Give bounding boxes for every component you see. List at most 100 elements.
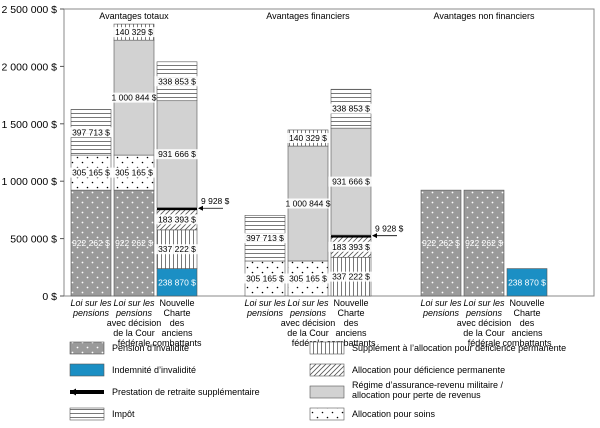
category-label: anciens xyxy=(335,328,367,338)
legend-swatch-retraite xyxy=(70,390,104,394)
category-label: combattants xyxy=(326,338,376,348)
legend-swatch-pension xyxy=(69,341,105,355)
category-label: Nouvelle xyxy=(159,298,194,308)
category-label: pensions xyxy=(246,308,284,318)
category-label: Charte xyxy=(163,308,190,318)
category-label: Loi sur les xyxy=(244,298,286,308)
legend-swatch-rarm xyxy=(309,385,345,399)
data-label-bg xyxy=(111,27,157,38)
legend-swatch-supplement xyxy=(309,341,345,355)
category-label: fédérale xyxy=(292,338,325,348)
y-tick-label: 1 500 000 $ xyxy=(2,119,58,131)
category-label: anciens xyxy=(161,328,193,338)
category-label: pensions xyxy=(72,308,110,318)
category-label: Charte xyxy=(337,308,364,318)
segment-pension xyxy=(420,189,462,297)
data-label: 238 870 $ xyxy=(508,277,546,287)
category-label: Loi sur les xyxy=(420,298,462,308)
data-label: 1 000 844 $ xyxy=(112,93,157,103)
legend-swatch-indemnite xyxy=(69,363,105,377)
data-label: 397 713 $ xyxy=(246,233,284,243)
category-label: de la Cour xyxy=(113,328,155,338)
data-label: 338 853 $ xyxy=(332,104,370,114)
callout-arrow xyxy=(372,233,377,239)
legend-label: Pension d’invalidité xyxy=(112,343,189,353)
segment-pension xyxy=(463,189,505,297)
legend-swatch-soins xyxy=(309,407,345,421)
data-label-bg xyxy=(328,103,374,114)
y-tick-label: 1 000 000 $ xyxy=(2,176,58,188)
legend-label: allocation pour perte de revenus xyxy=(352,390,481,400)
segment-indemnite xyxy=(506,268,548,297)
category-label: avec décision xyxy=(107,318,162,328)
data-label: 305 165 $ xyxy=(246,273,284,283)
data-label: 922 262 $ xyxy=(465,238,503,248)
category-label: avec décision xyxy=(457,318,512,328)
data-label-bg xyxy=(285,273,331,284)
data-label-bg xyxy=(111,167,157,178)
y-tick-label: 0 $ xyxy=(42,291,57,303)
legend-swatch-allocation xyxy=(309,363,345,377)
data-label: 305 165 $ xyxy=(72,168,110,178)
category-label: des xyxy=(520,318,535,328)
y-tick-label: 500 000 $ xyxy=(10,234,57,246)
legend-label: Allocation pour déficience permanente xyxy=(352,365,505,375)
data-label: 338 853 $ xyxy=(158,76,196,86)
category-label: fédérale xyxy=(468,338,501,348)
data-label: 922 262 $ xyxy=(422,238,460,248)
legend-label: Indemnité d’invalidité xyxy=(112,365,196,375)
category-label: pensions xyxy=(115,308,153,318)
data-label-bg xyxy=(154,244,200,255)
y-tick-label: 2 500 000 $ xyxy=(2,4,58,16)
group-title: Avantages non financiers xyxy=(434,11,535,21)
data-label-bg xyxy=(68,167,114,178)
category-label: Charte xyxy=(513,308,540,318)
y-tick-label: 2 000 000 $ xyxy=(2,61,58,73)
callout-label: 9 928 $ xyxy=(375,224,404,234)
category-label: combattants xyxy=(152,338,202,348)
data-label: 238 870 $ xyxy=(158,277,196,287)
segment-retraite xyxy=(157,207,197,211)
legend-label: Allocation pour soins xyxy=(352,409,436,419)
data-label: 931 666 $ xyxy=(158,149,196,159)
data-label-bg xyxy=(68,127,114,138)
data-label: 931 666 $ xyxy=(332,177,370,187)
legend-label: Impôt xyxy=(112,409,135,419)
data-label-bg xyxy=(328,271,374,282)
data-label-bg xyxy=(242,273,288,284)
legend-label: Supplément à l’allocation pour déficienc… xyxy=(352,343,566,353)
data-label: 305 165 $ xyxy=(289,273,327,283)
data-label-bg xyxy=(106,92,162,103)
category-label: de la Cour xyxy=(287,328,329,338)
category-label: pensions xyxy=(289,308,327,318)
category-label: fédérale xyxy=(118,338,151,348)
data-label-bg xyxy=(154,214,200,225)
segment-indemnite xyxy=(156,268,198,297)
category-label: pensions xyxy=(422,308,460,318)
data-label: 183 393 $ xyxy=(158,214,196,224)
data-label: 140 329 $ xyxy=(289,133,327,143)
data-label-bg xyxy=(328,176,374,187)
data-label: 305 165 $ xyxy=(115,168,153,178)
category-label: Nouvelle xyxy=(333,298,368,308)
data-label-bg xyxy=(154,76,200,87)
data-label: 1 000 844 $ xyxy=(286,199,331,209)
category-label: avec décision xyxy=(281,318,336,328)
category-label: combattants xyxy=(502,338,552,348)
legend-label: Prestation de retraite supplémentaire xyxy=(112,387,260,397)
category-label: des xyxy=(344,318,359,328)
category-label: Loi sur les xyxy=(113,298,155,308)
category-label: Nouvelle xyxy=(509,298,544,308)
data-label-bg xyxy=(280,198,336,209)
segment-retraite xyxy=(331,235,371,238)
group-title: Avantages totaux xyxy=(99,11,169,21)
category-label: des xyxy=(170,318,185,328)
data-label: 337 222 $ xyxy=(332,272,370,282)
data-label: 183 393 $ xyxy=(332,242,370,252)
data-label: 397 713 $ xyxy=(72,127,110,137)
category-label: pensions xyxy=(465,308,503,318)
data-label: 922 262 $ xyxy=(115,238,153,248)
category-label: Loi sur les xyxy=(287,298,329,308)
data-label-bg xyxy=(242,233,288,244)
callout-arrow xyxy=(198,205,203,211)
